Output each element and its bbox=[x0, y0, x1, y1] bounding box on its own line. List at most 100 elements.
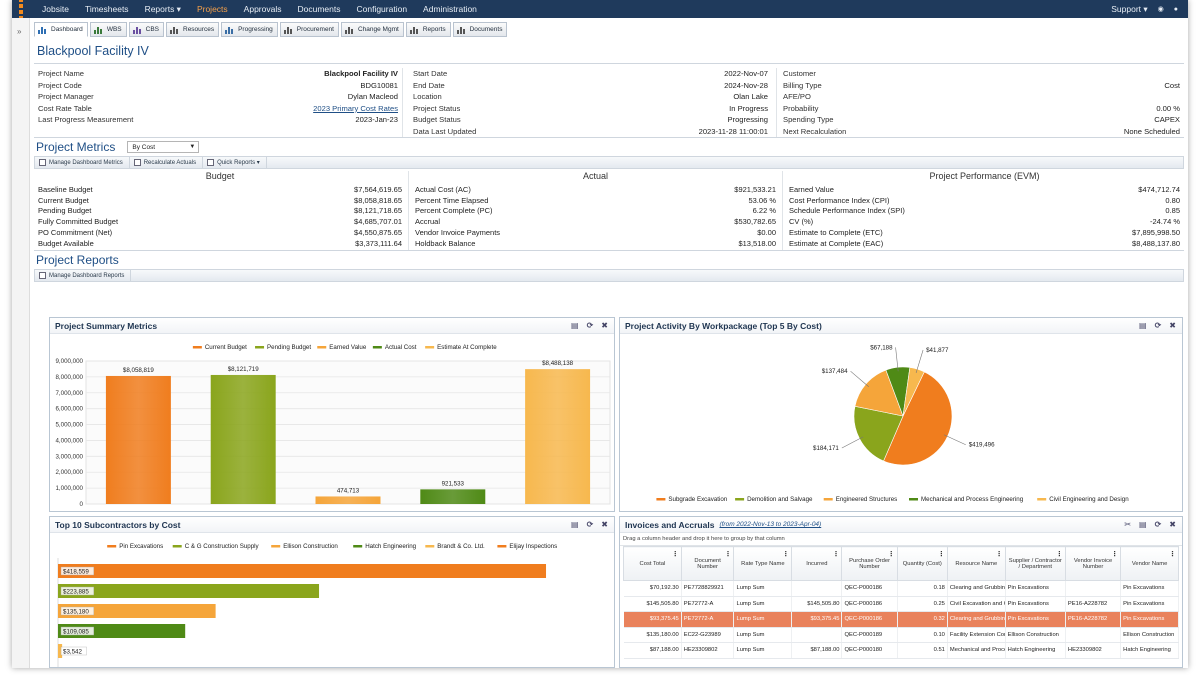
table-row[interactable]: $70,192.30 PE7728829921 Lump Sum QEC-P00018… bbox=[623, 580, 1179, 597]
export-icon[interactable]: ▤ bbox=[571, 321, 579, 330]
toolbar-button[interactable]: Manage Dashboard Reports bbox=[35, 270, 132, 281]
expand-chevron-icon[interactable]: » bbox=[17, 27, 22, 36]
nav-item-3[interactable]: Projects bbox=[196, 3, 228, 14]
tab-resources[interactable]: Resources bbox=[166, 22, 220, 37]
column-menu-icon[interactable]: ⋮ bbox=[832, 551, 840, 558]
column-header[interactable]: Incurred ⋮ bbox=[791, 546, 843, 581]
table-cell bbox=[1065, 580, 1122, 597]
tab-dashboard[interactable]: Dashboard bbox=[34, 22, 88, 37]
subcontractors-panel: Top 10 Subcontractors by Cost ▤ ⟳ ✖ Pin … bbox=[49, 516, 615, 668]
subcontractors-legend-label[interactable]: Pin Excavations bbox=[119, 543, 163, 550]
subcontractors-legend-label[interactable]: Brandt & Co. Ltd. bbox=[437, 543, 485, 550]
nav-item-5[interactable]: Documents bbox=[297, 3, 341, 14]
column-header[interactable]: Vendor Invoice Number ⋮ bbox=[1064, 546, 1122, 581]
table-row[interactable]: $145,505.80 PE72772-A Lump Sum $145,505.80 Q… bbox=[623, 596, 1179, 612]
tab-change-mgmt[interactable]: Change Mgmt bbox=[340, 22, 404, 37]
column-header[interactable]: Supplier / Contractor / Department ⋮ bbox=[1004, 546, 1066, 581]
hbar-4[interactable] bbox=[58, 644, 63, 658]
refresh-icon[interactable]: ⟳ bbox=[586, 321, 594, 330]
support-menu[interactable]: Support ▾ bbox=[1111, 3, 1148, 14]
hbar-1[interactable] bbox=[58, 584, 320, 598]
left-collapse-strip[interactable]: » bbox=[12, 18, 30, 668]
hbar-0[interactable] bbox=[58, 564, 547, 578]
nav-item-7[interactable]: Administration bbox=[423, 3, 477, 14]
bar-3[interactable] bbox=[420, 489, 486, 504]
refresh-icon[interactable]: ⟳ bbox=[586, 520, 594, 529]
summary-legend-label[interactable]: Pending Budget bbox=[267, 344, 311, 351]
clear-filter-icon[interactable]: ✂ bbox=[1124, 520, 1132, 529]
nav-item-1[interactable]: Timesheets bbox=[84, 3, 129, 14]
wifi-icon[interactable]: ◉ bbox=[1157, 6, 1164, 13]
activity-legend-label[interactable]: Engineered Structures bbox=[836, 496, 898, 503]
subcontractors-legend-label[interactable]: Ellison Construction bbox=[283, 543, 338, 550]
tab-procurement[interactable]: Procurement bbox=[279, 22, 339, 37]
nav-item-2[interactable]: Reports ▾ bbox=[144, 3, 181, 14]
activity-legend-label[interactable]: Subgrade Excavation bbox=[668, 496, 727, 503]
toolbar-button[interactable]: Recalculate Actuals bbox=[130, 157, 204, 168]
column-menu-icon[interactable]: ⋮ bbox=[782, 551, 790, 558]
column-menu-icon[interactable]: ⋮ bbox=[724, 551, 732, 558]
nav-item-6[interactable]: Configuration bbox=[356, 3, 408, 14]
row-value[interactable]: 2023 Primary Cost Rates bbox=[313, 103, 398, 113]
hbar-2[interactable] bbox=[58, 604, 216, 618]
tab-documents[interactable]: Documents bbox=[452, 22, 508, 37]
table-row[interactable]: $93,375.45 PE72772-A Lump Sum $93,375.45 QEC… bbox=[623, 611, 1179, 628]
column-header[interactable]: Document Number ⋮ bbox=[680, 546, 735, 581]
tab-reports[interactable]: Reports bbox=[405, 22, 451, 37]
table-row[interactable]: $87,188.00 HE23309802 Lump Sum $87,188.00 QE… bbox=[623, 642, 1179, 659]
activity-legend-label[interactable]: Mechanical and Process Engineering bbox=[921, 496, 1024, 503]
nav-item-4[interactable]: Approvals bbox=[243, 3, 282, 14]
summary-legend-label[interactable]: Earned Value bbox=[329, 344, 367, 351]
column-header[interactable]: Rate Type Name ⋮ bbox=[733, 546, 793, 581]
column-header[interactable]: Cost Total ⋮ bbox=[623, 546, 682, 581]
refresh-icon[interactable]: ⟳ bbox=[1154, 321, 1162, 330]
table-row[interactable]: $135,180.00 EC22-G23989 Lump Sum QEC-P00018… bbox=[623, 627, 1179, 643]
metrics-select[interactable]: By Cost ▼ bbox=[127, 141, 200, 153]
export-icon[interactable]: ▤ bbox=[571, 520, 579, 529]
toolbar-button[interactable]: Manage Dashboard Metrics bbox=[35, 157, 130, 168]
invoices-date-range-link[interactable]: (from 2022-Nov-13 to 2023-Apr-04) bbox=[719, 521, 822, 528]
column-menu-icon[interactable]: ⋮ bbox=[1111, 551, 1119, 558]
hbar-data-label: $223,885 bbox=[63, 588, 89, 595]
column-header[interactable]: Vendor Name ⋮ bbox=[1120, 546, 1179, 581]
bar-2[interactable] bbox=[315, 496, 381, 504]
nav-item-0[interactable]: Jobsite bbox=[42, 3, 69, 14]
bar-0[interactable] bbox=[105, 375, 171, 504]
refresh-icon[interactable]: ⟳ bbox=[1154, 520, 1162, 529]
close-icon[interactable]: ✖ bbox=[1169, 321, 1176, 330]
close-icon[interactable]: ✖ bbox=[601, 520, 608, 529]
column-menu-icon[interactable]: ⋮ bbox=[995, 551, 1003, 558]
bar-4[interactable] bbox=[525, 369, 591, 504]
app-logo-icon[interactable] bbox=[12, 0, 34, 20]
metric-label: Actual Cost (AC) bbox=[415, 184, 471, 194]
column-header[interactable]: Resource Name ⋮ bbox=[946, 546, 1006, 581]
group-by-hint[interactable]: Drag a column header and drop it here to… bbox=[620, 533, 1182, 546]
subcontractors-legend-label[interactable]: Hatch Engineering bbox=[365, 543, 416, 550]
column-menu-icon[interactable]: ⋮ bbox=[671, 551, 679, 558]
tab-cbs[interactable]: CBS bbox=[128, 22, 164, 37]
column-menu-icon[interactable]: ⋮ bbox=[1055, 551, 1063, 558]
column-header[interactable]: Purchase Order Number ⋮ bbox=[841, 546, 898, 581]
summary-legend-label[interactable]: Estimate At Complete bbox=[437, 344, 497, 351]
export-icon[interactable]: ▤ bbox=[1139, 520, 1147, 529]
tab-progressing[interactable]: Progressing bbox=[221, 22, 278, 37]
column-menu-icon[interactable]: ⋮ bbox=[887, 551, 895, 558]
toolbar-button[interactable]: Quick Reports ▾ bbox=[203, 157, 267, 168]
bar-1[interactable] bbox=[210, 374, 276, 504]
row-label: Spending Type bbox=[783, 115, 834, 125]
activity-legend-label[interactable]: Civil Engineering and Design bbox=[1049, 496, 1129, 503]
activity-legend-label[interactable]: Demolition and Salvage bbox=[747, 496, 813, 503]
close-icon[interactable]: ✖ bbox=[601, 321, 608, 330]
subcontractors-legend-label[interactable]: C & G Construction Supply bbox=[185, 543, 260, 550]
column-header[interactable]: Quantity (Cost) ⋮ bbox=[896, 546, 948, 581]
subcontractors-legend-label[interactable]: Elijay Inspections bbox=[509, 543, 557, 550]
summary-legend-label[interactable]: Actual Cost bbox=[385, 344, 417, 351]
metric-value: $4,550,875.65 bbox=[354, 228, 402, 238]
close-icon[interactable]: ✖ bbox=[1169, 520, 1176, 529]
user-icon[interactable]: ● bbox=[1173, 5, 1178, 13]
export-icon[interactable]: ▤ bbox=[1139, 321, 1147, 330]
summary-legend-label[interactable]: Current Budget bbox=[205, 344, 247, 351]
column-menu-icon[interactable]: ⋮ bbox=[1169, 551, 1176, 558]
tab-wbs[interactable]: WBS bbox=[89, 22, 127, 37]
column-menu-icon[interactable]: ⋮ bbox=[937, 551, 945, 558]
